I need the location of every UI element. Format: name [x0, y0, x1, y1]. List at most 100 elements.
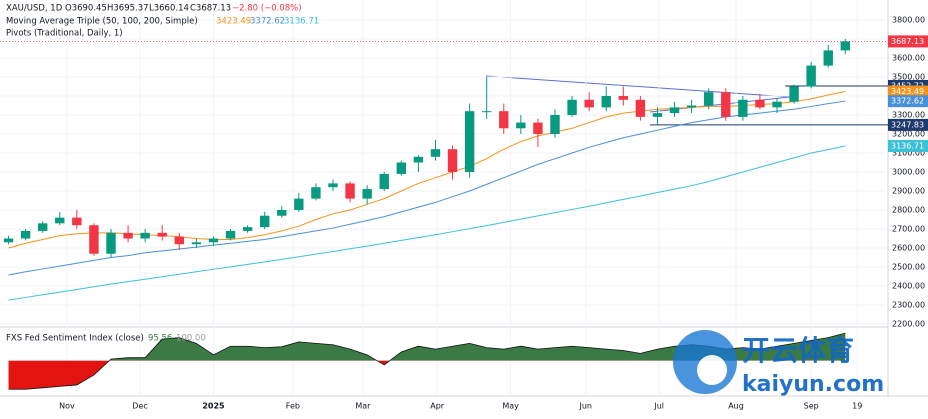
- price-badge: [888, 35, 928, 48]
- watermark-site: kaiyun.com: [742, 372, 884, 397]
- y-tick-label: 2800.00: [892, 206, 925, 215]
- candle-body: [464, 111, 475, 173]
- y-tick-label: 2700.00: [892, 225, 925, 234]
- candle-body: [311, 187, 321, 199]
- candle-body: [225, 230, 236, 239]
- sentiment-value: 95.56: [148, 334, 172, 344]
- ohlc-low: L3660.14: [149, 4, 189, 14]
- candle-body: [703, 92, 714, 106]
- indicator-title: Moving Average Triple (50, 100, 200, Sim…: [6, 17, 198, 27]
- candle-body: [806, 65, 816, 87]
- price-badge-label: 3247.83: [891, 120, 924, 129]
- candle-body: [413, 156, 424, 163]
- sentiment-scale: 100.00: [176, 334, 206, 344]
- candle-body: [396, 162, 407, 174]
- watermark: 开云体育 kaiyun.com: [673, 330, 884, 397]
- candle-body: [37, 223, 48, 231]
- candle-body: [499, 111, 509, 129]
- symbol-title: XAU/USD, 1D: [6, 4, 63, 14]
- ma200-value: 3136.71: [284, 17, 319, 27]
- y-tick-label: 3100.00: [892, 148, 925, 157]
- candle-body: [242, 227, 253, 231]
- ma100-value: 3372.62: [250, 17, 285, 27]
- candle-body: [533, 122, 543, 134]
- candle-body: [601, 95, 611, 108]
- candle-body: [652, 113, 663, 117]
- x-tick-label: Jun: [578, 402, 592, 411]
- trendline: [485, 75, 791, 98]
- x-tick-label: Apr: [430, 402, 445, 411]
- ohlc-close: C3687.13: [190, 4, 231, 14]
- price-badge: [888, 118, 928, 131]
- x-tick-label: Jul: [653, 402, 664, 411]
- price-badge: [888, 95, 928, 108]
- plot: 2200.00 2300.00 2400.00 2500.00 2600.00 2700.…: [0, 0, 925, 411]
- candle-body: [789, 86, 799, 102]
- candle-body: [550, 114, 560, 134]
- candle-body: [72, 217, 82, 226]
- x-tick-label: Dec: [132, 402, 147, 411]
- y-tick-label: 3500.00: [892, 72, 925, 81]
- candle-body: [772, 101, 782, 108]
- candle-body: [618, 95, 629, 100]
- candle-body: [430, 149, 441, 157]
- x-tick-label: May: [502, 402, 519, 411]
- x-tick-label: Nov: [59, 402, 75, 411]
- candle-body: [840, 41, 851, 51]
- y-tick-label: 3300.00: [892, 110, 925, 119]
- x-tick-label: 2025: [202, 402, 225, 411]
- watermark-brand: 开云体育: [742, 334, 854, 367]
- candle-body: [721, 92, 731, 117]
- candle-body: [157, 232, 167, 237]
- candle-body: [379, 173, 389, 190]
- x-tick-label: 19: [852, 402, 862, 411]
- watermark-ball: [697, 355, 727, 385]
- candle-body: [140, 232, 150, 239]
- candle-body: [584, 99, 594, 108]
- y-tick-label: 2500.00: [892, 263, 925, 272]
- candle-body: [208, 238, 219, 243]
- price-badge: [888, 85, 928, 98]
- candle-body: [191, 242, 202, 245]
- candle-body: [755, 99, 765, 108]
- x-tick-label: Feb: [286, 402, 300, 411]
- candle-body: [481, 111, 492, 113]
- candle-body: [106, 232, 116, 254]
- y-tick-label: 2200.00: [892, 320, 925, 329]
- ohlc-open: O3690.45: [65, 4, 107, 14]
- candle-body: [123, 232, 133, 239]
- candle-body: [362, 189, 372, 199]
- candle-body: [823, 50, 833, 66]
- x-tick-label: Mar: [355, 402, 371, 411]
- sentiment-title: FXS Fed Sentiment Index (close): [6, 334, 144, 344]
- candle-body: [345, 183, 355, 199]
- x-tick-label: Aug: [728, 402, 744, 411]
- y-tick-label: 2400.00: [892, 282, 925, 291]
- y-tick-label: 2600.00: [892, 244, 925, 253]
- candle-body: [447, 149, 458, 173]
- pivots-title: Pivots (Traditional, Daily, 1): [6, 29, 123, 39]
- candle-body: [277, 210, 287, 216]
- y-tick-label: 2900.00: [892, 187, 925, 196]
- candle-body: [55, 217, 65, 224]
- candle-body: [20, 230, 31, 239]
- ma50-value: 3423.49: [216, 17, 251, 27]
- candle-body: [89, 225, 99, 254]
- sentiment-negative: [8, 360, 390, 390]
- price-badge-label: 3372.62: [891, 97, 924, 106]
- candle-body: [738, 99, 748, 117]
- y-tick-label: 3000.00: [892, 168, 925, 177]
- moving-average: [8, 100, 846, 276]
- candle-body: [516, 122, 526, 129]
- candle-body: [259, 215, 270, 228]
- candle-body: [669, 107, 680, 114]
- candle-body: [686, 105, 697, 108]
- moving-average: [8, 145, 846, 301]
- y-tick-label: 3200.00: [892, 129, 925, 138]
- price-badge-label: 3687.13: [891, 37, 924, 46]
- candle-body: [328, 183, 338, 188]
- candle-body: [294, 198, 304, 211]
- candle-body: [3, 238, 14, 243]
- price-badge: [888, 140, 928, 153]
